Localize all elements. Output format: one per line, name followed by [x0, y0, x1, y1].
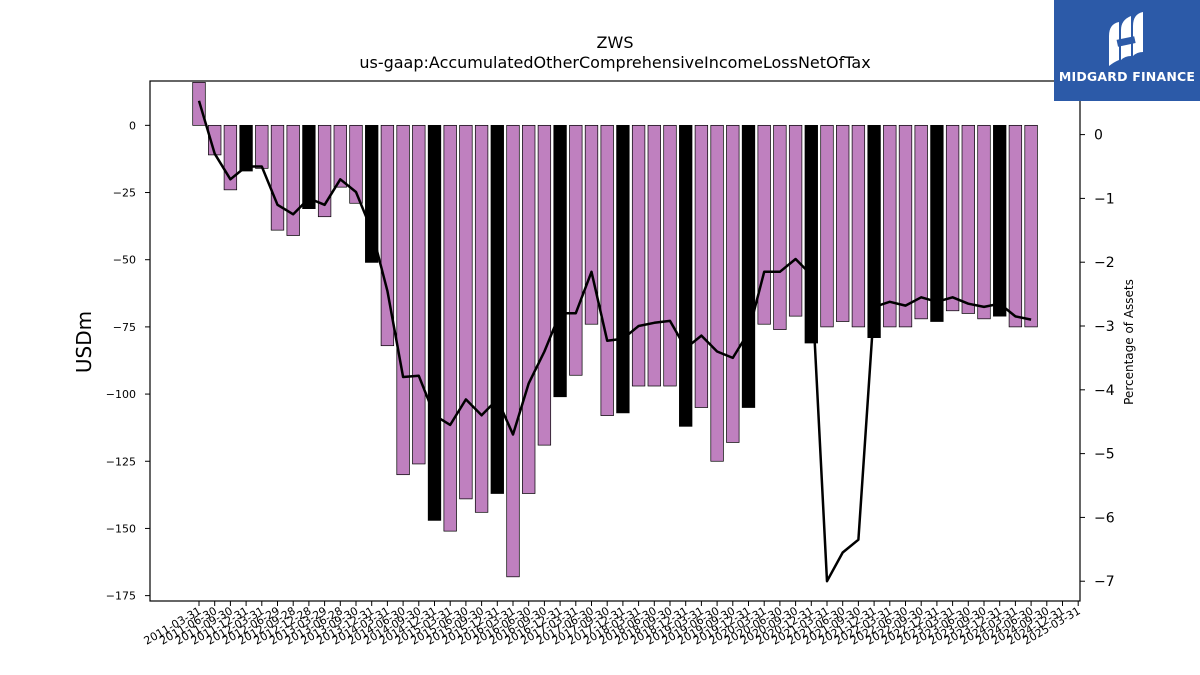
bar-2023-06-30	[961, 124, 975, 314]
y2-axis-ticks: 0 −1 −2 −3 −4 −5 −6 −7	[1080, 128, 1115, 590]
percent-of-assets-line	[197, 100, 1032, 583]
chart-subtitle: us-gaap:AccumulatedOtherComprehensiveInc…	[359, 53, 870, 72]
bar-2012-03-31	[255, 124, 269, 169]
bar-2018-06-30	[647, 124, 661, 387]
y2-tick-label: −1	[1094, 191, 1115, 207]
bar-2017-06-30	[584, 124, 599, 325]
y2-tick-label: −3	[1094, 319, 1115, 335]
bar-2020-09-30	[788, 124, 803, 317]
y-tick-label: −125	[106, 455, 136, 468]
y-tick-label: −175	[106, 590, 136, 603]
bar-2014-09-30	[412, 124, 426, 465]
bar-2011-12-31	[239, 124, 253, 172]
bar-2014-12-31	[427, 124, 442, 521]
bar-2023-03-31	[945, 124, 960, 312]
bar-2014-03-31	[380, 124, 395, 347]
bar-series	[192, 81, 1038, 578]
bar-2013-12-31	[365, 124, 379, 263]
y-tick-label: −25	[113, 187, 136, 200]
percent-line-series	[197, 100, 1032, 583]
y2-tick-label: 0	[1094, 128, 1103, 144]
bar-2018-03-31	[631, 124, 646, 387]
bar-2019-12-31	[741, 124, 756, 408]
bar-2022-12-31	[930, 124, 944, 322]
bar-2021-06-30	[836, 124, 850, 322]
y2-tick-label: −5	[1094, 447, 1115, 463]
bar-2015-12-31	[490, 124, 504, 494]
bar-2016-06-30	[522, 124, 536, 494]
y-tick-label: 0	[129, 119, 136, 132]
bar-2016-12-31	[553, 124, 567, 398]
bar-2012-06-30	[270, 124, 285, 231]
bar-2023-09-30	[977, 124, 991, 320]
bar-2021-09-30	[851, 124, 866, 328]
bar-2019-09-30	[726, 124, 740, 443]
bar-2017-12-31	[616, 124, 630, 414]
bar-2022-03-31	[883, 124, 897, 328]
y-tick-label: −75	[113, 321, 136, 334]
bar-2013-09-30	[349, 124, 363, 204]
bar-2012-09-30	[286, 124, 300, 236]
bar-2018-09-30	[663, 124, 677, 387]
bar-2024-06-30	[1024, 124, 1038, 328]
bar-2022-09-30	[914, 124, 928, 320]
y2-tick-label: −4	[1094, 383, 1115, 399]
bar-2024-03-31	[1008, 124, 1023, 328]
plot-frame	[149, 80, 1081, 602]
bar-2020-06-30	[773, 124, 787, 330]
bar-2018-12-31	[679, 124, 693, 427]
y2-tick-label: −2	[1094, 255, 1115, 271]
bar-2016-03-31	[506, 124, 520, 578]
bar-2020-12-31	[804, 124, 818, 344]
y2-tick-label: −6	[1094, 510, 1115, 526]
bar-2021-03-31	[820, 124, 834, 328]
brand-logo: MIDGARD FINANCE	[1054, 0, 1200, 101]
bar-2019-06-30	[710, 124, 724, 462]
bar-2015-09-30	[474, 124, 489, 513]
bar-2016-09-30	[537, 124, 552, 446]
bar-2021-12-31	[867, 124, 881, 338]
y-tick-label: −100	[106, 388, 136, 401]
chart-title: ZWS	[597, 33, 634, 52]
bar-2023-12-31	[993, 124, 1007, 317]
y2-axis-label: Percentage of Assets	[1122, 279, 1136, 405]
y-axis-ticks: 0 −25 −50 −75 −100 −125 −150 −175	[106, 119, 150, 603]
bar-2020-03-31	[757, 124, 771, 325]
y2-tick-label: −7	[1094, 574, 1115, 590]
bar-2019-03-31	[694, 124, 709, 408]
bar-2013-03-31	[317, 124, 332, 218]
bar-2017-09-30	[600, 124, 614, 416]
bar-2015-06-30	[459, 124, 473, 500]
y-tick-label: −50	[113, 254, 136, 267]
bar-2022-06-30	[898, 124, 913, 328]
bar-2014-06-30	[396, 124, 410, 476]
x-axis-ticks: 2011-03-312011-06-302011-09-302011-12-31…	[142, 601, 1083, 648]
bar-2012-12-31	[302, 124, 316, 209]
bar-2013-06-30	[333, 124, 347, 188]
brand-name: MIDGARD FINANCE	[1058, 69, 1196, 84]
bar-2015-03-31	[443, 124, 457, 532]
midgard-logo-icon	[1105, 10, 1149, 72]
y-tick-label: −150	[106, 522, 136, 535]
y-axis-label: USDm	[72, 311, 96, 373]
bar-2017-03-31	[569, 124, 583, 376]
